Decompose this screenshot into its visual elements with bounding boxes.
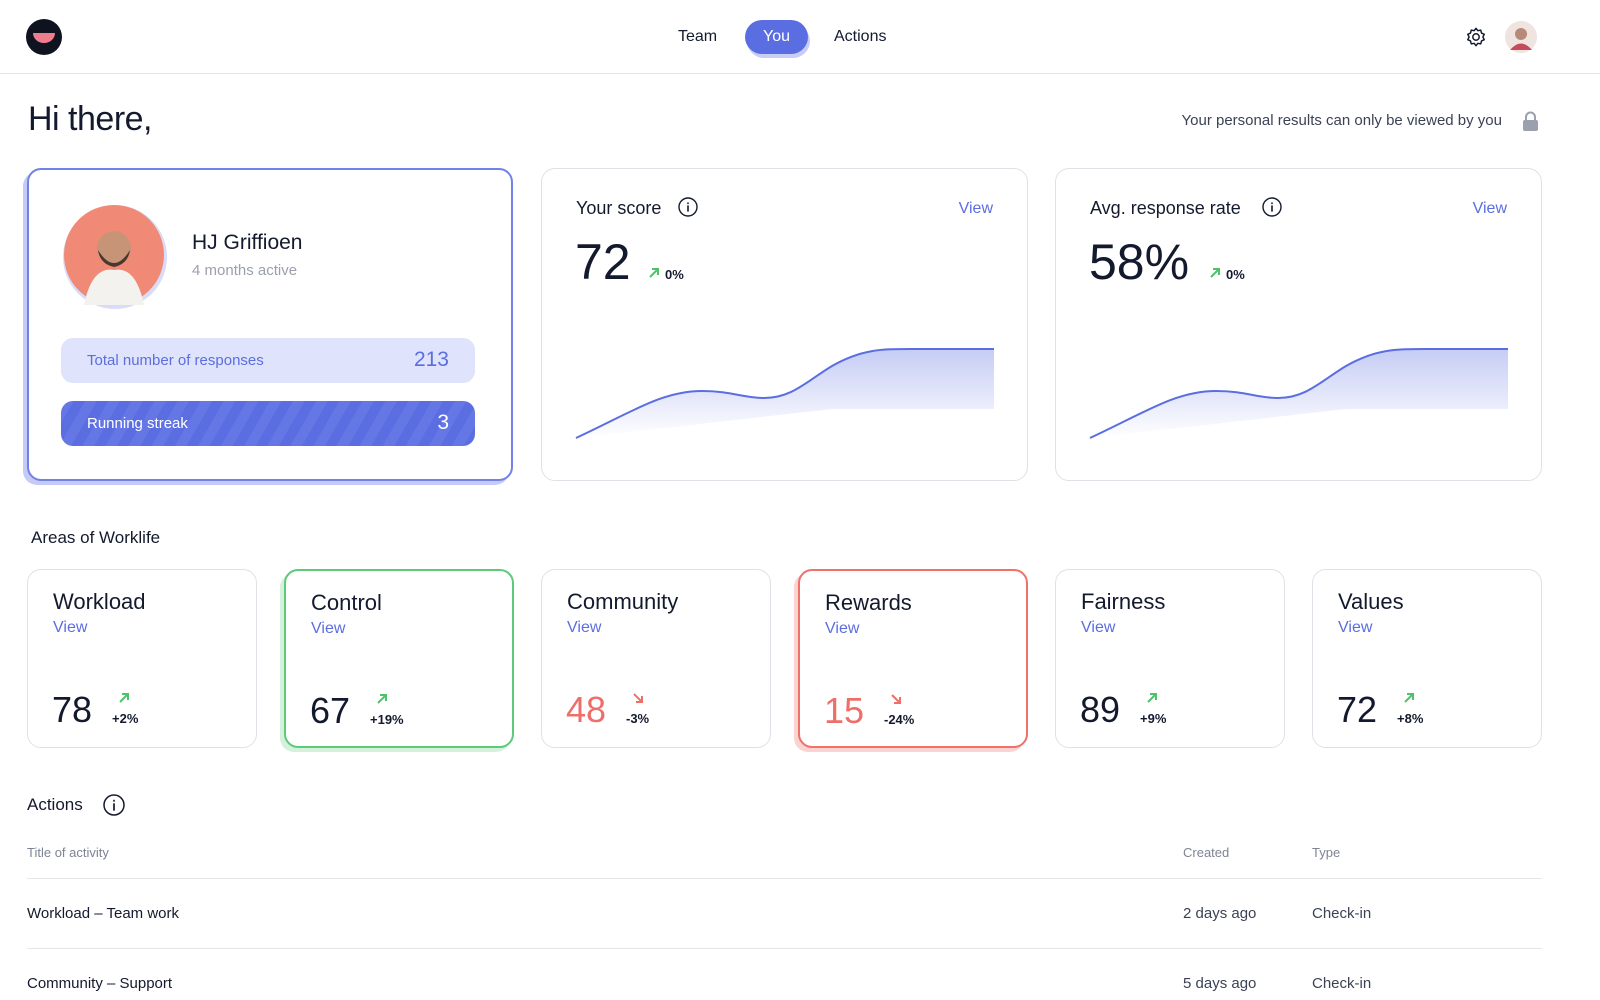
area-score: 67 xyxy=(310,690,351,731)
table-cell: 5 days ago xyxy=(1183,975,1257,992)
area-score: 15 xyxy=(824,690,865,731)
metric-change: 0% xyxy=(665,267,684,282)
profile-name: HJ Griffioen xyxy=(192,231,303,254)
info-icon[interactable] xyxy=(678,197,698,217)
area-card: Values View 72 +8% xyxy=(1312,569,1542,748)
metric-title: Avg. response rate xyxy=(1090,198,1241,218)
metric-value: 58% xyxy=(1089,234,1190,290)
trend-down-icon xyxy=(633,693,643,703)
view-link[interactable]: View xyxy=(311,620,346,637)
trend-down-icon xyxy=(891,694,901,704)
metric-card: Your score View 72 0% xyxy=(541,168,1028,481)
profile-card: HJ Griffioen 4 months active Total numbe… xyxy=(27,168,513,481)
area-change: -24% xyxy=(884,712,915,727)
user-avatar[interactable] xyxy=(1505,21,1537,53)
info-icon[interactable] xyxy=(103,794,125,816)
table-cell: Check-in xyxy=(1312,975,1372,992)
sparkline xyxy=(575,348,994,439)
area-change: +2% xyxy=(112,711,139,726)
area-name: Control xyxy=(311,590,382,615)
table-cell: 2 days ago xyxy=(1183,905,1257,922)
area-name: Fairness xyxy=(1081,589,1166,614)
trend-up-icon xyxy=(119,693,129,703)
nav-item[interactable]: Team xyxy=(678,28,718,45)
trend-up-icon xyxy=(649,268,659,278)
trend-up-icon xyxy=(1147,693,1157,703)
stat-label: Running streak xyxy=(87,415,188,432)
area-change: +9% xyxy=(1140,711,1167,726)
profile-activity: 4 months active xyxy=(192,262,298,279)
metric-title: Your score xyxy=(576,198,662,218)
trend-up-icon xyxy=(377,694,387,704)
area-change: +19% xyxy=(370,712,404,727)
nav-item-active[interactable]: You xyxy=(745,20,808,54)
area-score: 48 xyxy=(566,689,607,730)
table-row[interactable]: Workload – Team work 2 days ago Check-in xyxy=(27,879,1542,949)
logo[interactable] xyxy=(26,19,62,55)
table-cell: Community – Support xyxy=(27,975,173,992)
column-header: Created xyxy=(1183,845,1230,860)
area-score: 72 xyxy=(1337,689,1378,730)
view-link[interactable]: View xyxy=(825,620,860,637)
view-link[interactable]: View xyxy=(958,200,993,217)
nav-item[interactable]: Actions xyxy=(834,28,887,45)
column-header: Title of activity xyxy=(27,845,109,860)
section-title: Areas of Worklife xyxy=(31,528,161,547)
stat-value: 3 xyxy=(437,411,449,434)
view-link[interactable]: View xyxy=(1472,200,1507,217)
metric-change: 0% xyxy=(1226,267,1245,282)
stat-running-streak: Running streak 3 xyxy=(61,401,475,446)
area-card: Workload View 78 +2% xyxy=(27,569,257,748)
info-icon[interactable] xyxy=(1262,197,1282,217)
profile-avatar xyxy=(63,205,167,309)
area-score: 89 xyxy=(1080,689,1121,730)
stat-label: Total number of responses xyxy=(87,352,264,369)
view-link[interactable]: View xyxy=(53,619,88,636)
area-card: Community View 48 -3% xyxy=(541,569,771,748)
header: Team You Actions xyxy=(0,0,1600,74)
lock-icon xyxy=(1523,111,1538,131)
area-name: Community xyxy=(567,589,679,614)
section-title: Actions xyxy=(27,795,83,814)
area-name: Rewards xyxy=(825,590,912,615)
greeting: Hi there, xyxy=(28,100,153,138)
trend-up-icon xyxy=(1210,268,1220,278)
area-card: Fairness View 89 +9% xyxy=(1055,569,1285,748)
view-link[interactable]: View xyxy=(1338,619,1373,636)
area-change: -3% xyxy=(626,711,650,726)
area-card: Rewards View 15 -24% xyxy=(798,569,1028,748)
settings-icon[interactable] xyxy=(1465,26,1487,48)
table-cell: Check-in xyxy=(1312,905,1372,922)
sparkline xyxy=(1089,348,1508,439)
table-row[interactable]: Community – Support 5 days ago Check-in xyxy=(27,949,1542,1000)
trend-up-icon xyxy=(1404,693,1414,703)
area-card: Control View 67 +19% xyxy=(284,569,514,748)
column-header: Type xyxy=(1312,845,1341,860)
stat-total-responses: Total number of responses 213 xyxy=(61,338,475,383)
area-change: +8% xyxy=(1397,711,1424,726)
metric-value: 72 xyxy=(575,234,631,290)
area-name: Workload xyxy=(53,589,146,614)
privacy-note: Your personal results can only be viewed… xyxy=(1181,112,1502,129)
stat-value: 213 xyxy=(413,348,449,371)
table-header: Title of activity Created Type xyxy=(27,844,1542,879)
area-name: Values xyxy=(1338,589,1404,614)
area-score: 78 xyxy=(52,689,93,730)
view-link[interactable]: View xyxy=(1081,619,1116,636)
table-cell: Workload – Team work xyxy=(27,905,180,922)
metric-card: Avg. response rate View 58% 0% xyxy=(1055,168,1542,481)
view-link[interactable]: View xyxy=(567,619,602,636)
